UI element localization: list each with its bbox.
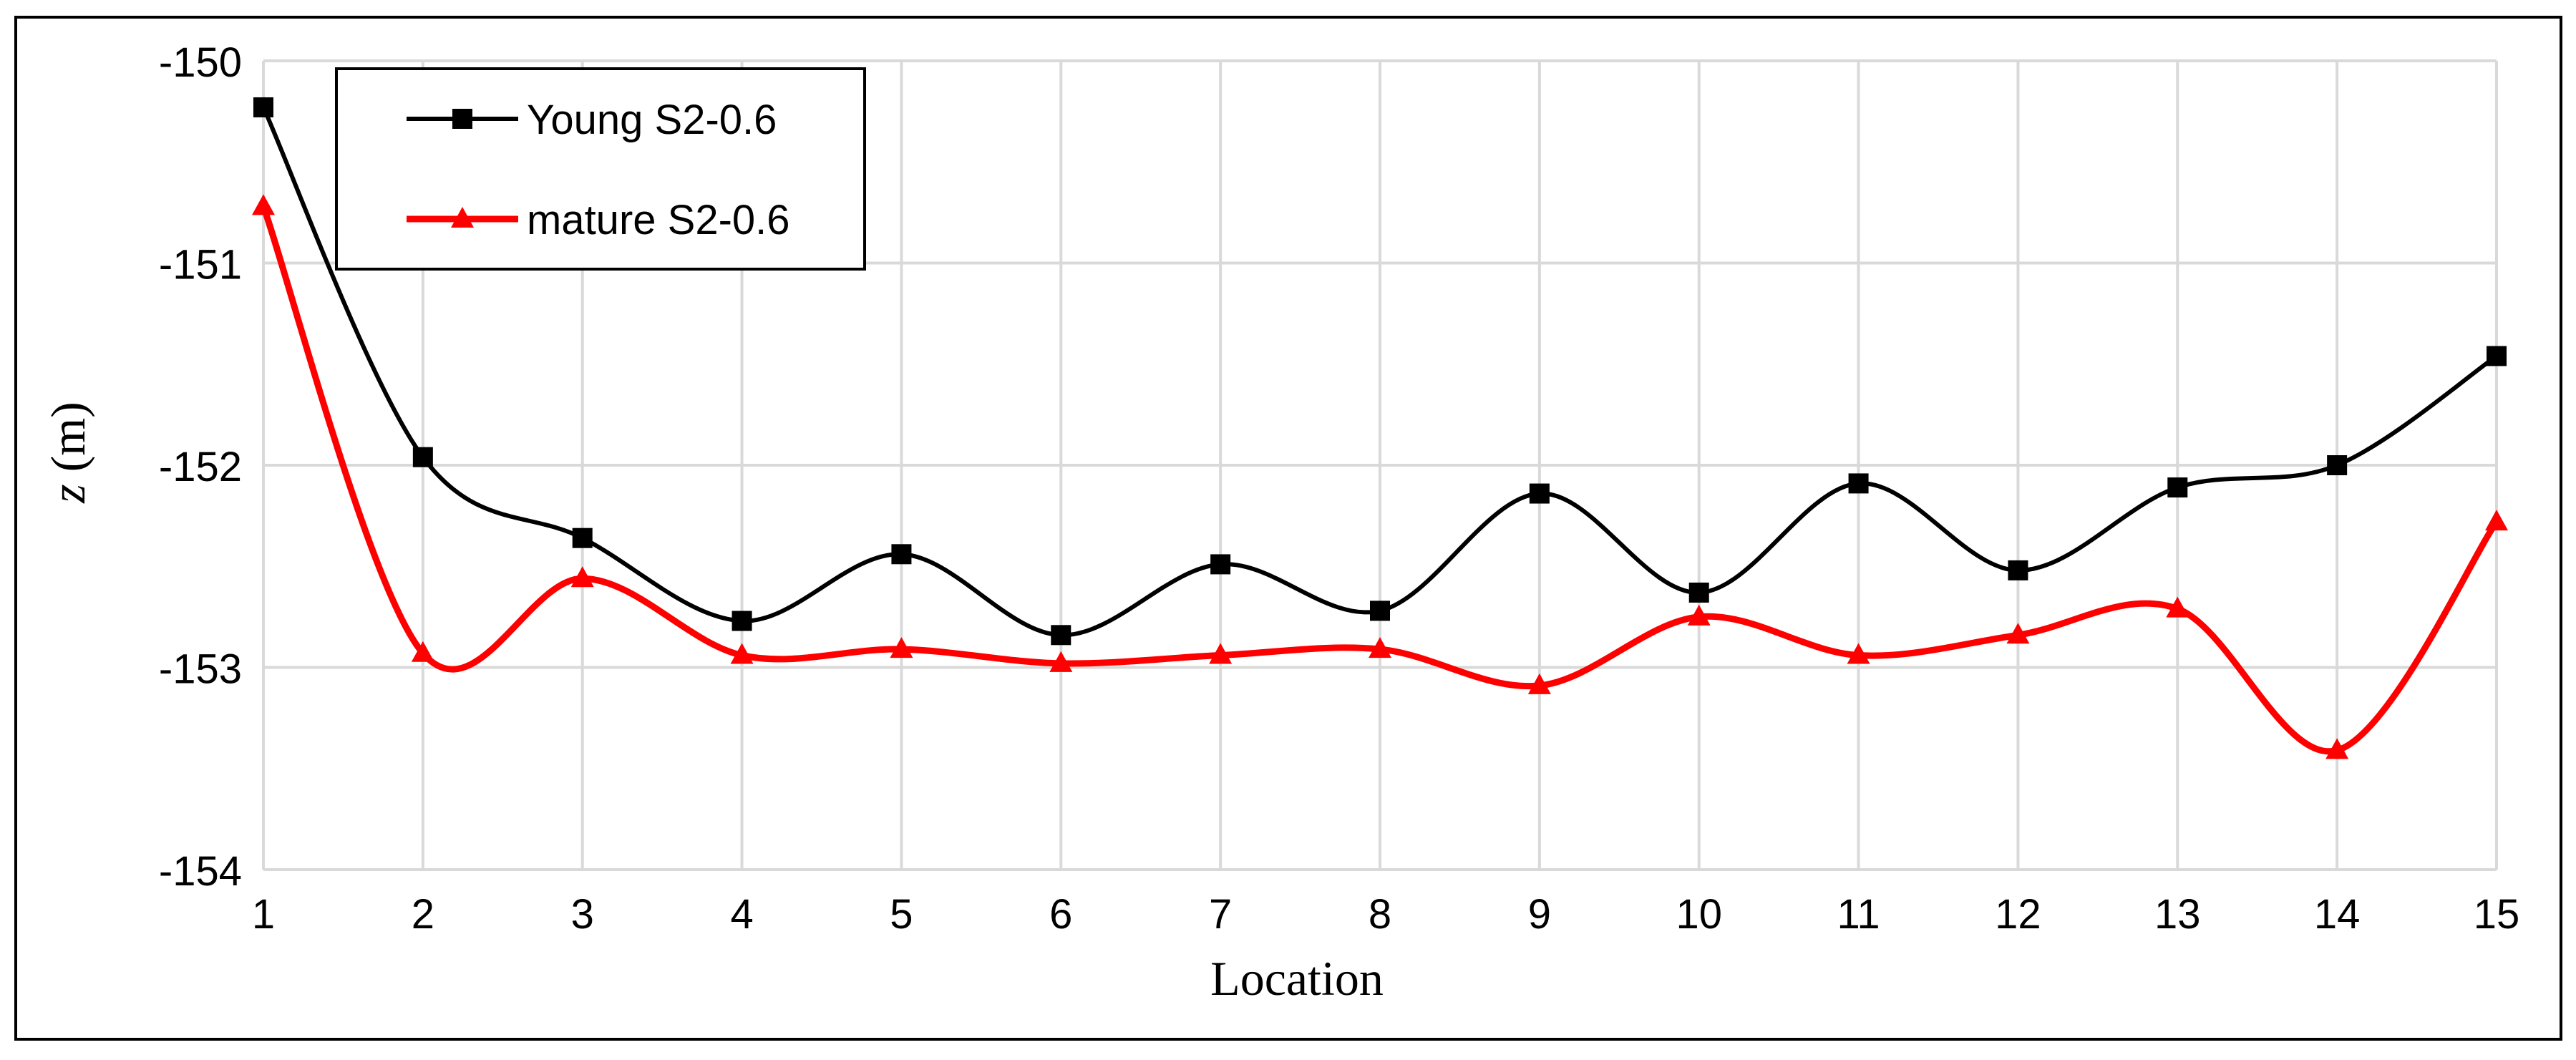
data-point (411, 641, 434, 662)
x-tick-label: 2 (412, 891, 434, 938)
x-tick-label: 8 (1369, 891, 1391, 938)
legend-entry: mature S2-0.6 (407, 197, 790, 243)
data-point (2006, 623, 2030, 644)
x-tick-label: 15 (2474, 891, 2520, 938)
data-point (1688, 582, 1709, 603)
series-1 (253, 97, 2507, 646)
data-point (2008, 560, 2028, 580)
legend-marker (451, 207, 474, 228)
data-point (891, 544, 912, 565)
x-tick-label: 9 (1528, 891, 1551, 938)
data-point (890, 637, 913, 658)
data-point (2485, 510, 2508, 531)
data-point (572, 527, 593, 548)
data-point (2325, 738, 2349, 759)
y-tick-label: -154 (159, 848, 242, 895)
x-tick-label: 6 (1049, 891, 1072, 938)
data-point (1529, 483, 1550, 504)
data-point (1049, 651, 1073, 672)
x-tick-label: 3 (571, 891, 594, 938)
data-point (253, 97, 273, 117)
x-tick-label: 7 (1209, 891, 1232, 938)
x-tick-label: 10 (1676, 891, 1722, 938)
y-tick-label: -153 (159, 646, 242, 693)
data-point (1847, 643, 1870, 664)
series-lines (252, 97, 2508, 759)
y-axis-unit: (m) (41, 402, 95, 484)
data-point (730, 643, 754, 664)
x-tick-label: 11 (1837, 891, 1880, 938)
legend-label: Young S2-0.6 (527, 97, 777, 143)
data-point (1527, 673, 1551, 694)
data-point (2166, 596, 2189, 618)
data-point (570, 566, 594, 588)
data-point (2487, 346, 2507, 366)
data-point (1209, 643, 1233, 664)
data-point (1687, 604, 1711, 626)
legend-box (335, 67, 866, 271)
data-point (412, 447, 433, 467)
x-tick-label: 12 (1995, 891, 2041, 938)
y-tick-label: -150 (159, 39, 242, 86)
x-tick-label: 13 (2154, 891, 2201, 938)
data-point (252, 194, 275, 215)
legend-marker (452, 109, 472, 129)
data-point (732, 611, 752, 631)
y-tick-label: -151 (159, 242, 242, 288)
legend-entry: Young S2-0.6 (407, 97, 777, 143)
data-point (2327, 455, 2348, 475)
x-tick-label: 4 (730, 891, 753, 938)
legend: Young S2-0.6 mature S2-0.6 (335, 67, 866, 271)
legend-entries: Young S2-0.6 mature S2-0.6 (407, 97, 790, 243)
data-point (2167, 477, 2188, 498)
y-axis-variable: z (41, 484, 95, 503)
data-point (1051, 625, 1071, 646)
legend-label: mature S2-0.6 (527, 197, 790, 243)
y-axis-title: z (m) (41, 402, 95, 504)
x-tick-label: 14 (2314, 891, 2361, 938)
x-tick-label: 5 (890, 891, 913, 938)
x-tick-label: 1 (252, 891, 275, 938)
data-point (1369, 637, 1391, 658)
x-axis-title: Location (1210, 951, 1384, 1006)
data-point (1210, 554, 1231, 575)
y-tick-label: -152 (159, 444, 242, 490)
data-point (1370, 600, 1390, 621)
data-point (1848, 473, 1869, 494)
series-2 (252, 194, 2508, 759)
